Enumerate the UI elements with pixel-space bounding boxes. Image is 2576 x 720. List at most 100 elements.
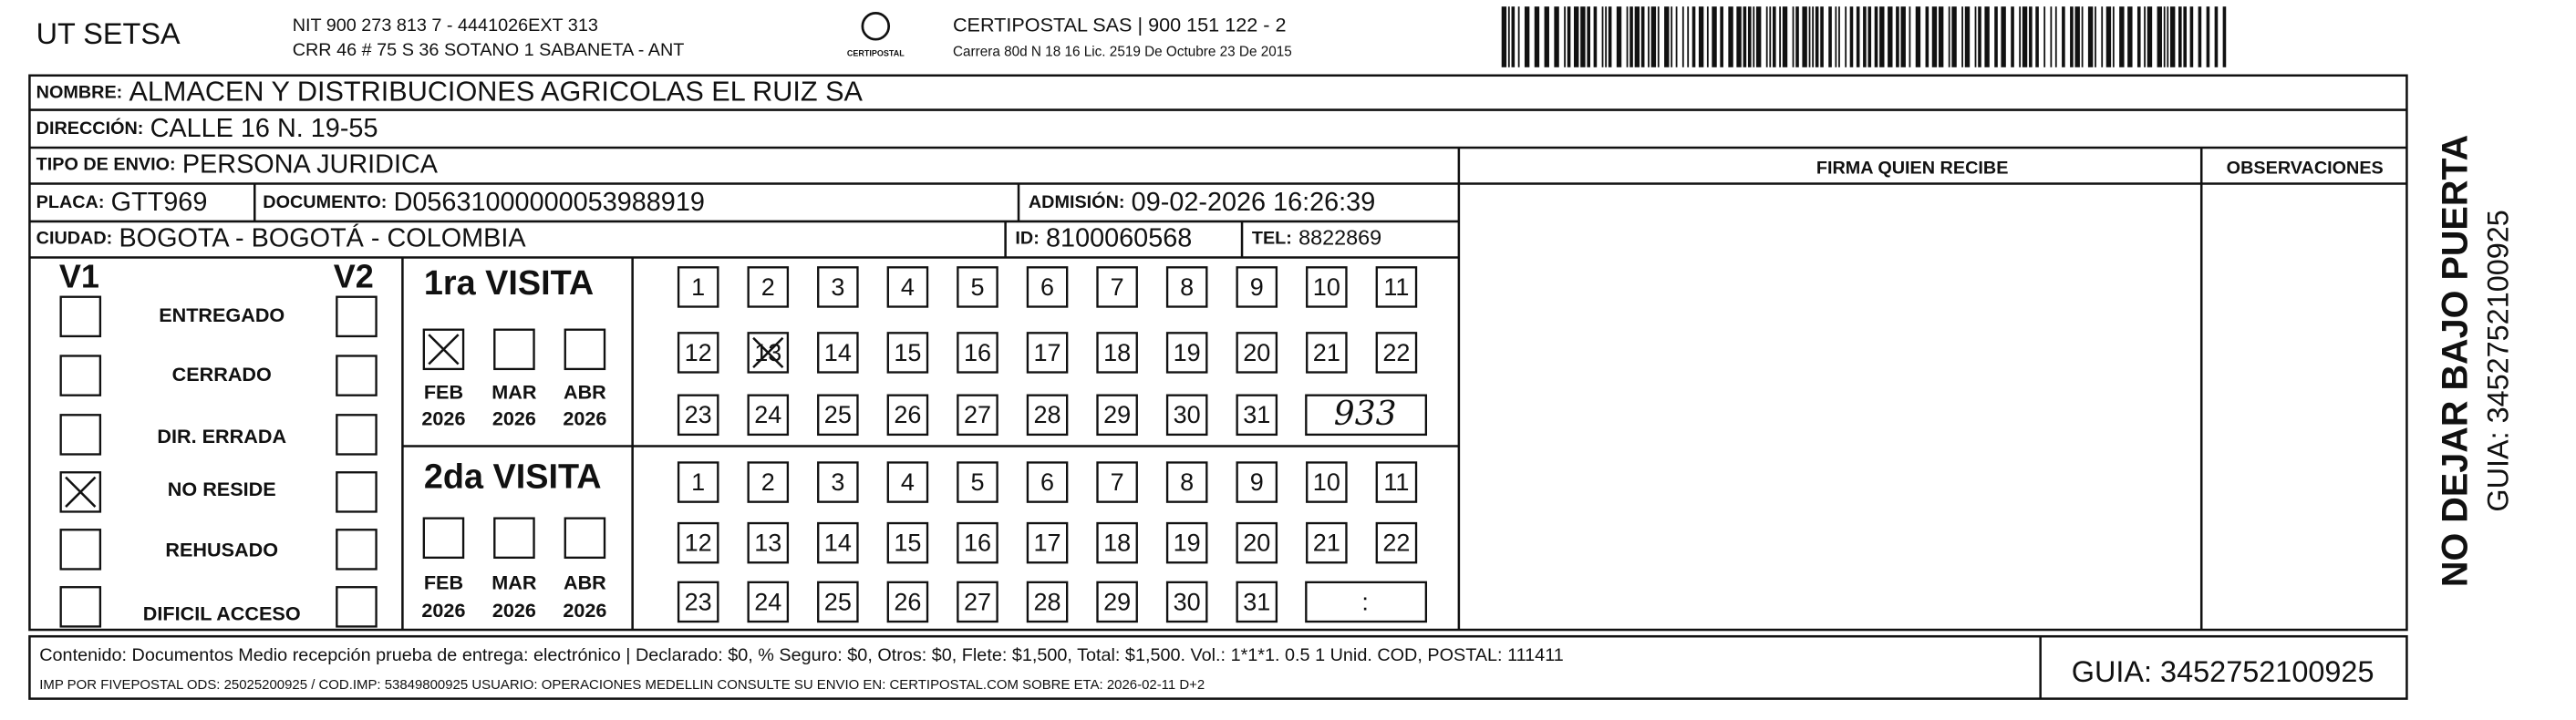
field-value: 8100060568	[1046, 223, 1192, 252]
carrier-address: Carrera 80d N 18 16 Lic. 2519 De Octubre…	[953, 45, 1292, 60]
barcode-bar	[1879, 6, 1885, 67]
year: 2026	[421, 406, 465, 429]
barcode-bar	[1845, 6, 1847, 67]
day: 18	[1103, 339, 1131, 366]
barcode-bar	[1524, 6, 1530, 67]
year: 2026	[563, 406, 606, 429]
day-box	[1375, 461, 1418, 503]
day: 3	[831, 468, 844, 496]
day-box	[1026, 461, 1069, 503]
day-box	[1375, 266, 1418, 308]
barcode-bar	[1779, 6, 1781, 67]
status-option: NO RESIDE	[168, 478, 276, 500]
month: MAR	[491, 381, 537, 404]
day-box	[817, 521, 859, 564]
day: 22	[1382, 530, 1410, 557]
v2-checkbox	[336, 586, 378, 628]
status-option: REHUSADO	[165, 538, 278, 561]
day-box	[957, 332, 998, 374]
day: 6	[1040, 273, 1054, 301]
status-option: CERRADO	[172, 363, 272, 386]
day: 1	[691, 468, 705, 496]
month: ABR	[564, 381, 606, 404]
barcode-bar	[1769, 6, 1772, 67]
rule	[752, 336, 784, 368]
barcode-bar	[2222, 6, 2227, 67]
barcode-bar	[2112, 6, 2115, 67]
v2-checkbox	[336, 414, 378, 456]
barcode-bar	[2011, 6, 2014, 67]
field-value: BOGOTA - BOGOTÁ - COLOMBIA	[119, 222, 526, 252]
barcode-bar	[1640, 6, 1645, 67]
day-box	[1375, 332, 1418, 374]
visit-title: 2da VISITA	[424, 458, 602, 496]
barcode-bar	[1961, 6, 1963, 67]
barcode-bar	[1728, 6, 1733, 67]
status-option: DIFICIL ACCESO	[143, 602, 301, 625]
barcode-bar	[1573, 6, 1579, 67]
day-box	[1096, 266, 1138, 308]
barcode-bar	[2127, 6, 2133, 67]
day-box	[886, 332, 929, 374]
footer-frame	[28, 634, 2408, 700]
day: 29	[1103, 588, 1131, 615]
barcode-bar	[1626, 6, 1629, 67]
barcode-bar	[2050, 6, 2053, 67]
barcode-bar	[2105, 6, 2112, 67]
field: TEL: 8822869	[1252, 226, 1381, 250]
day: 21	[1313, 339, 1340, 366]
day-box	[1096, 332, 1138, 374]
barcode-bar	[1802, 6, 1807, 67]
barcode-bar	[2019, 6, 2022, 67]
day-box	[1236, 332, 1278, 374]
barcode-bar	[1863, 6, 1867, 67]
day-box	[957, 581, 998, 623]
day-box	[747, 521, 790, 564]
day-box	[1096, 394, 1138, 437]
barcode-bar	[1706, 6, 1709, 67]
day: 5	[970, 273, 984, 301]
v1-label: V1	[59, 257, 99, 294]
day: 31	[1243, 401, 1270, 428]
day: 25	[824, 401, 852, 428]
company-address: CRR 46 # 75 S 36 SOTANO 1 SABANETA - ANT	[293, 40, 685, 60]
barcode-bar	[1808, 6, 1811, 67]
barcode-bar	[1856, 6, 1860, 67]
barcode-bar	[1755, 6, 1762, 67]
day: 6	[1040, 468, 1054, 496]
day: 27	[964, 401, 991, 428]
field-label: NOMBRE:	[36, 83, 123, 103]
barcode-bar	[2214, 6, 2219, 67]
barcode-bar	[2062, 6, 2065, 67]
v2-checkbox	[336, 471, 378, 513]
month-checkbox	[564, 517, 606, 560]
v1-checkbox	[59, 414, 102, 456]
footer-guide: GUIA: 3452752100925	[2072, 655, 2374, 688]
barcode-bar	[1720, 6, 1723, 67]
day-box	[1026, 581, 1069, 623]
day: 1	[691, 273, 705, 301]
day: 19	[1174, 530, 1201, 557]
barcode-bar	[1772, 6, 1776, 67]
field: DIRECCIÓN: CALLE 16 N. 19-55	[36, 114, 378, 143]
main-frame	[28, 74, 2408, 632]
field-label: TIPO DE ENVIO:	[36, 155, 176, 175]
barcode-bar	[1554, 6, 1559, 67]
status-option: DIR. ERRADA	[157, 425, 286, 447]
day-box	[1165, 394, 1208, 437]
barcode-bar	[2074, 6, 2080, 67]
barcode-bar	[1736, 6, 1742, 67]
barcode-bar	[1534, 6, 1540, 67]
day: 27	[964, 588, 991, 615]
barcode-bar	[1675, 6, 1678, 67]
day: 23	[685, 588, 712, 615]
day: 24	[754, 588, 781, 615]
day-box	[1026, 332, 1069, 374]
barcode-bar	[1795, 6, 1799, 67]
day: 31	[1243, 588, 1270, 615]
day: 24	[754, 401, 781, 428]
day: 29	[1103, 401, 1131, 428]
day: 17	[1034, 530, 1061, 557]
v1-checkbox	[59, 355, 102, 396]
day: 15	[894, 339, 921, 366]
